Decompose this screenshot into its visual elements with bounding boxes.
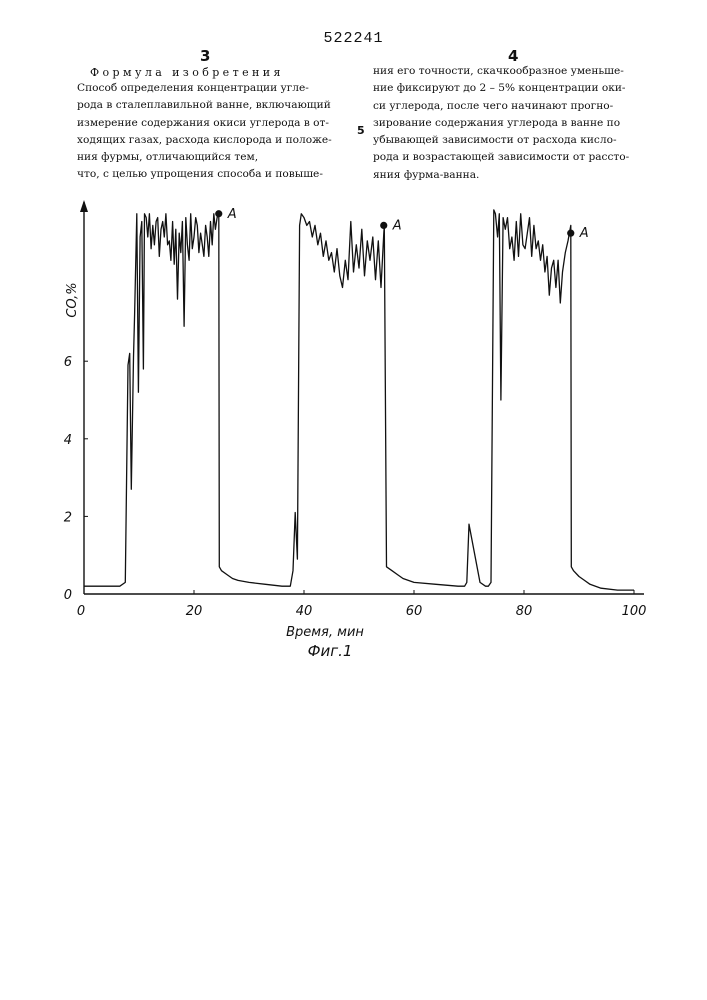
figure-caption: Фиг.1 <box>308 642 353 660</box>
chart-axes <box>80 200 644 594</box>
x-tick-label: 40 <box>296 604 313 619</box>
y-tick-label: 0 <box>64 588 72 603</box>
chart-ticks: 0 20 40 60 80 100 0 2 4 6 <box>64 355 647 619</box>
x-tick-label: 20 <box>186 604 203 619</box>
y-axis-arrow <box>80 200 88 212</box>
y-axis-label: CO,% <box>65 282 80 317</box>
chart-series <box>84 210 634 590</box>
y-tick-label: 6 <box>64 355 72 370</box>
point-a-marker <box>380 222 387 229</box>
x-tick-label: 100 <box>622 604 647 619</box>
x-axis-label: Время, мин <box>286 625 364 640</box>
x-tick-label: 80 <box>516 604 533 619</box>
y-tick-label: 4 <box>64 433 72 448</box>
y-tick-label: 2 <box>64 510 72 525</box>
point-a-marker <box>567 230 574 237</box>
x-tick-label: 60 <box>406 604 423 619</box>
x-tick-label: 0 <box>77 604 85 619</box>
point-a-label: A <box>579 226 589 241</box>
point-a-marker <box>215 210 222 217</box>
point-a-label: A <box>392 218 402 233</box>
point-a-label: A <box>227 207 237 222</box>
co-series-line <box>84 210 634 590</box>
